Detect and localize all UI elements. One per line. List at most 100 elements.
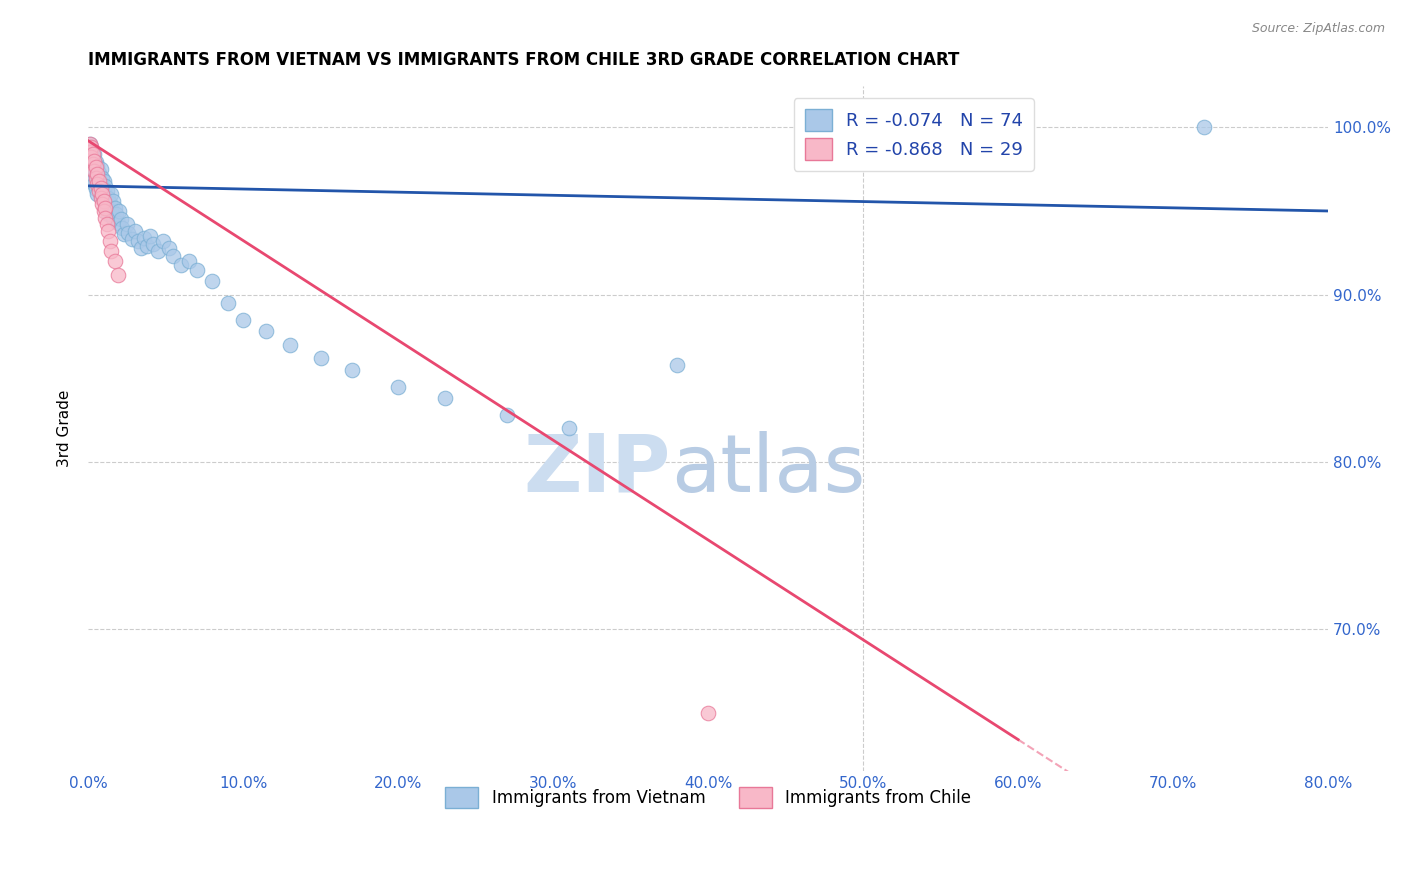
Point — [170, 258, 193, 272]
Point — [146, 244, 169, 259]
Point — [83, 147, 105, 161]
Point — [80, 153, 103, 168]
Point — [157, 241, 180, 255]
Point — [100, 204, 122, 219]
Point — [90, 191, 112, 205]
Legend: Immigrants from Vietnam, Immigrants from Chile: Immigrants from Vietnam, Immigrants from… — [439, 780, 979, 814]
Point — [86, 178, 108, 192]
Point — [101, 211, 124, 225]
Point — [82, 161, 104, 175]
Point — [1192, 120, 1215, 135]
Point — [697, 706, 720, 720]
Point — [93, 194, 115, 208]
Point — [96, 184, 118, 198]
Point — [83, 178, 105, 192]
Point — [201, 274, 224, 288]
Point — [232, 312, 254, 326]
Point — [79, 145, 101, 160]
Point — [83, 164, 105, 178]
Point — [79, 145, 101, 160]
Point — [80, 140, 103, 154]
Text: Source: ZipAtlas.com: Source: ZipAtlas.com — [1251, 22, 1385, 36]
Point — [162, 249, 184, 263]
Point — [79, 137, 101, 152]
Point — [152, 234, 174, 248]
Point — [117, 226, 139, 240]
Point — [94, 201, 117, 215]
Point — [136, 239, 159, 253]
Point — [91, 187, 114, 202]
Point — [84, 182, 107, 196]
Point — [94, 178, 117, 193]
Point — [97, 224, 120, 238]
Point — [101, 194, 124, 208]
Point — [121, 232, 143, 246]
Point — [86, 187, 108, 202]
Point — [83, 164, 105, 178]
Point — [186, 262, 208, 277]
Text: IMMIGRANTS FROM VIETNAM VS IMMIGRANTS FROM CHILE 3RD GRADE CORRELATION CHART: IMMIGRANTS FROM VIETNAM VS IMMIGRANTS FR… — [89, 51, 959, 69]
Point — [97, 191, 120, 205]
Point — [82, 157, 104, 171]
Point — [90, 180, 112, 194]
Point — [111, 220, 134, 235]
Point — [80, 140, 103, 154]
Point — [84, 161, 107, 175]
Point — [666, 358, 689, 372]
Point — [433, 392, 456, 406]
Y-axis label: 3rd Grade: 3rd Grade — [58, 390, 72, 467]
Point — [93, 174, 115, 188]
Point — [108, 204, 131, 219]
Point — [100, 244, 122, 259]
Point — [91, 197, 114, 211]
Point — [112, 227, 135, 242]
Point — [100, 187, 122, 202]
Point — [98, 234, 121, 248]
Point — [79, 137, 101, 152]
Point — [90, 176, 112, 190]
Point — [93, 191, 115, 205]
Point — [132, 231, 155, 245]
Point — [91, 170, 114, 185]
Point — [124, 224, 146, 238]
Text: ZIP: ZIP — [523, 431, 671, 508]
Point — [84, 170, 107, 185]
Text: atlas: atlas — [671, 431, 865, 508]
Point — [98, 195, 121, 210]
Point — [309, 351, 332, 366]
Point — [96, 218, 118, 232]
Point — [94, 211, 117, 225]
Point — [84, 169, 107, 183]
Point — [86, 167, 108, 181]
Point — [142, 237, 165, 252]
Point — [115, 218, 138, 232]
Point — [217, 296, 239, 310]
Point — [90, 162, 112, 177]
Point — [107, 216, 129, 230]
Point — [84, 155, 107, 169]
Point — [83, 153, 105, 168]
Point — [557, 421, 579, 435]
Point — [86, 159, 108, 173]
Point — [105, 207, 128, 221]
Point — [97, 207, 120, 221]
Point — [90, 189, 112, 203]
Point — [82, 151, 104, 165]
Point — [94, 195, 117, 210]
Point — [110, 212, 132, 227]
Point — [103, 254, 125, 268]
Point — [93, 204, 115, 219]
Point — [495, 408, 517, 422]
Point — [107, 268, 129, 282]
Point — [87, 184, 110, 198]
Point — [87, 174, 110, 188]
Point — [387, 379, 409, 393]
Point — [91, 184, 114, 198]
Point — [80, 157, 103, 171]
Point — [139, 229, 162, 244]
Point — [96, 201, 118, 215]
Point — [82, 147, 104, 161]
Point — [254, 325, 277, 339]
Point — [87, 178, 110, 193]
Point — [87, 165, 110, 179]
